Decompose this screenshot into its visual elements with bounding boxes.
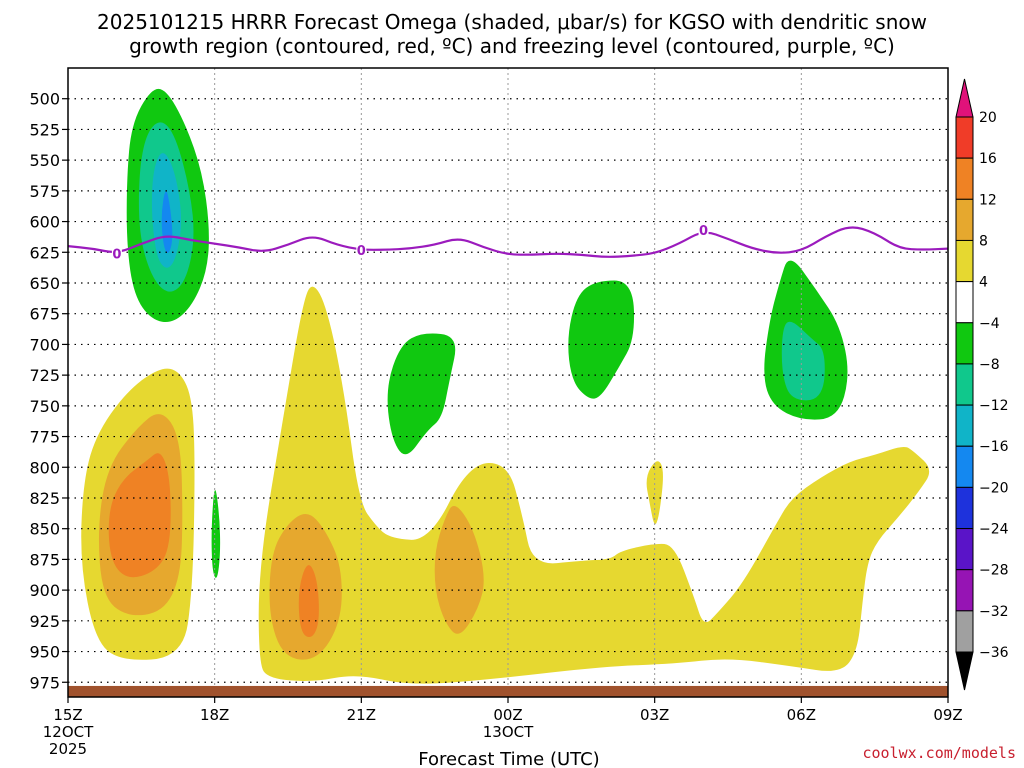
- colorbar-label-12: −32: [979, 604, 1009, 620]
- chart-title-line1: 2025101215 HRRR Forecast Omega (shaded, …: [97, 10, 927, 34]
- x-axis-label: Forecast Time (UTC): [418, 749, 599, 768]
- colorbar-bin-2: [955, 157, 974, 200]
- shaded-regions: [81, 88, 930, 684]
- chart-title-line2: growth region (contoured, red, ºC) and f…: [129, 34, 895, 58]
- freezing-label-bg-1: [356, 242, 367, 257]
- freezing-level: 0 0 0: [67, 223, 949, 263]
- y-tick-label-900: 900: [29, 581, 60, 600]
- y-tick-label-625: 625: [29, 243, 60, 262]
- colorbar-label-6: −8: [979, 357, 1000, 373]
- region-gold-center-right: [434, 506, 484, 634]
- region-yellow-small-east: [646, 461, 663, 525]
- colorbar-label-3: 8: [979, 233, 988, 249]
- y-tick-label-600: 600: [29, 213, 60, 232]
- y-tick-label-875: 875: [29, 550, 60, 569]
- colorbar-bin-3: [955, 198, 974, 241]
- colorbar-label-5: −4: [979, 316, 1000, 332]
- y-tick-label-525: 525: [29, 120, 60, 139]
- y-tick-label-500: 500: [29, 90, 60, 109]
- region-teal-east-2: [781, 321, 825, 401]
- x-tick-label-06Z: 06Z: [787, 706, 816, 724]
- region-green-narrow-west: [211, 490, 221, 578]
- colorbar-bin-1: [955, 116, 974, 159]
- y-tick-label-575: 575: [29, 182, 60, 201]
- colorbar-bin-9: [955, 445, 974, 488]
- colorbar-label-1: 16: [979, 151, 997, 167]
- y-tick-label-700: 700: [29, 335, 60, 354]
- colorbar-label-10: −24: [979, 522, 1009, 538]
- region-orange-lower-west: [108, 453, 171, 578]
- colorbar-label-2: 12: [979, 192, 997, 208]
- colorbar-bin-10: [955, 486, 974, 530]
- x-tick-year-15Z: 2025: [49, 740, 87, 758]
- surface-ground: [68, 685, 948, 697]
- y-tick-label-800: 800: [29, 458, 60, 477]
- colorbar-bottom-triangle: [955, 651, 974, 691]
- x-tick-label-18Z: 18Z: [200, 706, 229, 724]
- colorbar-bin-11: [955, 528, 974, 571]
- colorbar-bin-4: [955, 239, 974, 283]
- freezing-level-line: [67, 226, 949, 258]
- y-tick-label-675: 675: [29, 305, 60, 324]
- x-tick-label-15Z: 15Z: [53, 706, 82, 724]
- freezing-label-0: 0: [112, 248, 121, 263]
- y-tick-label-850: 850: [29, 520, 60, 539]
- colorbar-label-4: 4: [979, 275, 988, 291]
- freezing-label-bg-0: [111, 246, 122, 261]
- colorbar-label-11: −28: [979, 563, 1009, 579]
- y-tick-label-725: 725: [29, 366, 60, 385]
- region-yellow-center: [258, 286, 930, 684]
- freezing-label-1: 0: [357, 244, 366, 259]
- freezing-label-bg-2: [698, 223, 709, 238]
- colorbar-bin-12: [955, 569, 974, 612]
- x-tick-label-09Z: 09Z: [933, 706, 962, 724]
- y-tick-label-775: 775: [29, 428, 60, 447]
- colorbar-bin-7: [955, 363, 974, 406]
- credit-text: coolwx.com/models: [862, 744, 1016, 762]
- colorbar-bin-6: [955, 322, 974, 365]
- colorbar-label-9: −20: [979, 480, 1009, 496]
- colorbar: 20 16 12 8 4 −4 −8 −12 −16 −20 −24 −28 −32 −36: [955, 78, 1009, 691]
- x-tick-label-03Z: 03Z: [640, 706, 669, 724]
- colorbar-bin-5: [955, 281, 974, 324]
- y-tick-label-750: 750: [29, 397, 60, 416]
- region-green-east-1: [568, 280, 635, 399]
- colorbar-label-13: −36: [979, 645, 1009, 661]
- x-tick-label-00Z: 00Z: [493, 706, 522, 724]
- colorbar-label-0: 20: [979, 110, 997, 126]
- x-tick-label-21Z: 21Z: [347, 706, 376, 724]
- y-tick-label-975: 975: [29, 673, 60, 692]
- colorbar-label-7: −12: [979, 398, 1009, 414]
- colorbar-bin-13: [955, 610, 974, 653]
- surface-layer: [68, 685, 948, 697]
- freezing-label-2: 0: [699, 224, 708, 239]
- y-tick-label-550: 550: [29, 151, 60, 170]
- colorbar-top-triangle: [955, 78, 974, 118]
- y-tick-label-650: 650: [29, 274, 60, 293]
- x-tick-date-15Z: 12OCT: [43, 723, 94, 741]
- y-tick-label-950: 950: [29, 643, 60, 662]
- y-axis: 500 525 550 575 600 625 650 675 700 725 750 775 800 8…: [29, 90, 68, 692]
- colorbar-bin-8: [955, 404, 974, 447]
- x-tick-date-00Z: 13OCT: [483, 723, 534, 741]
- region-orange-center-left: [298, 565, 319, 637]
- colorbar-label-8: −16: [979, 439, 1009, 455]
- y-tick-label-825: 825: [29, 489, 60, 508]
- region-green-mid: [387, 333, 456, 455]
- y-tick-label-925: 925: [29, 612, 60, 631]
